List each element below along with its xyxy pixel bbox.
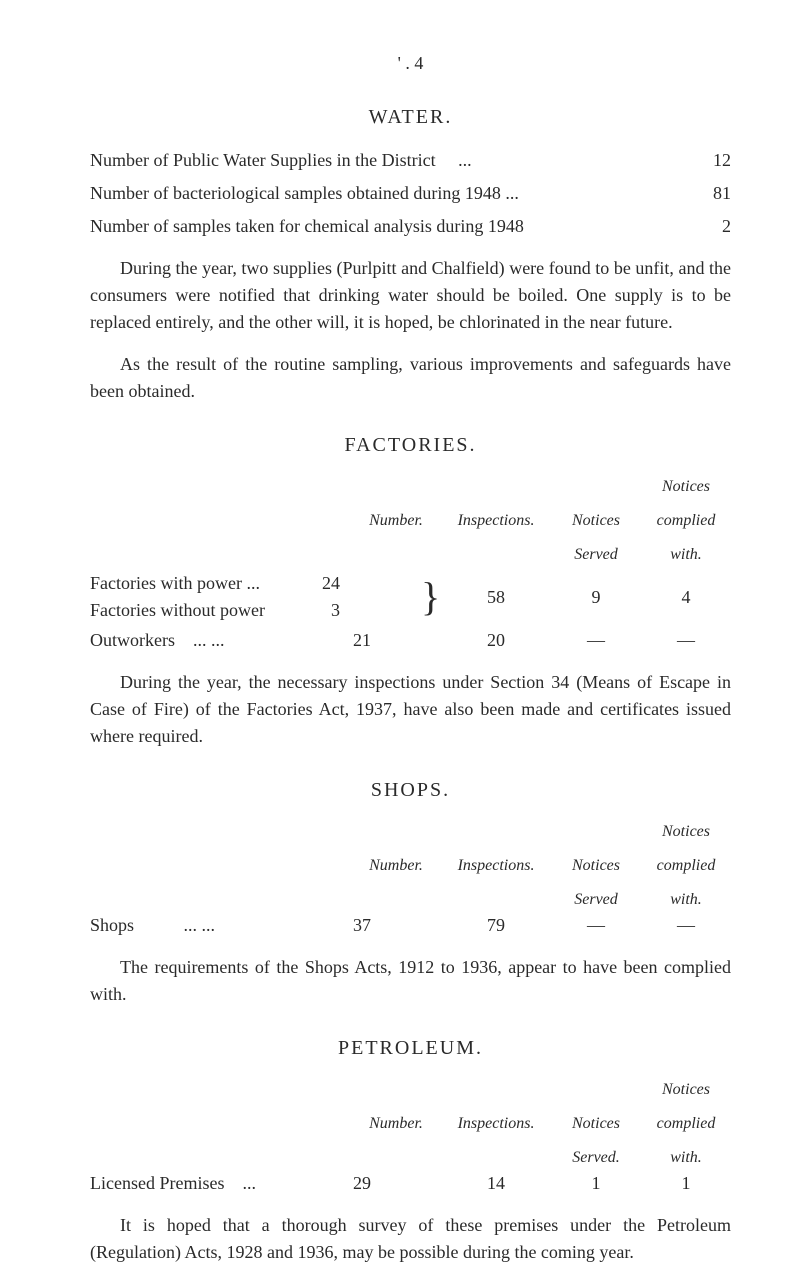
col-header: Notices [551,1112,641,1136]
page-number: ' . 4 [90,50,731,77]
dots: ... ... [184,915,216,935]
col-header: Served. [551,1146,641,1170]
row-num: 3 [310,597,340,624]
cell: 20 [441,627,551,654]
cell: — [641,627,731,654]
water-para-2: As the result of the routine sampling, v… [90,351,731,405]
petroleum-header: Notices [90,1078,731,1102]
col-header: Notices [551,509,641,533]
cell: 29 [351,1170,441,1197]
col-header: Number. [351,854,441,878]
petroleum-para: It is hoped that a thorough survey of th… [90,1212,731,1266]
water-para-1: During the year, two supplies (Purlpitt … [90,255,731,336]
factories-title: FACTORIES. [90,430,731,460]
shops-para: The requirements of the Shops Acts, 1912… [90,954,731,1008]
stat-label: Number of bacteriological samples obtain… [90,180,691,207]
factories-header: Served with. [90,543,731,567]
col-header: complied [641,1112,731,1136]
row-label: Licensed Premises [90,1173,224,1193]
cell: 21 [351,627,441,654]
cell: — [641,912,731,939]
water-stat-row: Number of samples taken for chemical ana… [90,213,731,240]
dots: ... [242,1173,256,1193]
cell: 1 [641,1170,731,1197]
petroleum-title: PETROLEUM. [90,1033,731,1063]
col-header: Inspections. [441,1112,551,1136]
cell: 58 [441,584,551,611]
row-label: Factories without power [90,597,310,624]
factories-header: Number. Inspections. Notices complied [90,509,731,533]
cell: — [551,912,641,939]
col-header: Notices [641,820,731,844]
page-prefix: ' . [398,53,415,73]
dots: ... ... [193,630,225,650]
col-header: Inspections. [441,854,551,878]
col-header: with. [641,1146,731,1170]
petroleum-row: Licensed Premises ... 29 14 1 1 [90,1170,731,1197]
factories-para: During the year, the necessary inspectio… [90,669,731,750]
shops-title: SHOPS. [90,775,731,805]
cell: 14 [441,1170,551,1197]
row-label: Shops [90,915,134,935]
stat-value: 12 [691,147,731,174]
cell: 4 [641,584,731,611]
col-header: Served [551,543,641,567]
col-header: Notices [551,854,641,878]
cell: 79 [441,912,551,939]
shops-header: Number. Inspections. Notices complied [90,854,731,878]
stat-value: 81 [691,180,731,207]
cell: 37 [351,912,441,939]
page-num: 4 [414,53,423,73]
stat-value: 2 [691,213,731,240]
factories-header: Notices [90,475,731,499]
col-header: Number. [351,509,441,533]
factories-row: Outworkers ... ... 21 20 — — [90,627,731,654]
col-header: Notices [641,475,731,499]
col-header: complied [641,854,731,878]
col-header: Number. [351,1112,441,1136]
col-header: Served [551,888,641,912]
factories-brace-group: Factories with power ... 24 Factories wi… [90,567,731,627]
stat-label: Number of Public Water Supplies in the D… [90,147,691,174]
row-num: 24 [310,570,340,597]
water-title: WATER. [90,102,731,132]
row-label: Factories with power ... [90,570,310,597]
cell: 9 [551,584,641,611]
brace-icon: } [421,567,441,627]
col-header: complied [641,509,731,533]
petroleum-header: Number. Inspections. Notices complied [90,1112,731,1136]
col-header: Inspections. [441,509,551,533]
petroleum-header: Served. with. [90,1146,731,1170]
water-stat-row: Number of bacteriological samples obtain… [90,180,731,207]
shops-row: Shops ... ... 37 79 — — [90,912,731,939]
shops-header: Notices [90,820,731,844]
col-header: with. [641,543,731,567]
shops-header: Served with. [90,888,731,912]
cell: 1 [551,1170,641,1197]
col-header: Notices [641,1078,731,1102]
stat-label: Number of samples taken for chemical ana… [90,213,691,240]
row-label: Outworkers [90,630,175,650]
cell: — [551,627,641,654]
col-header: with. [641,888,731,912]
water-stat-row: Number of Public Water Supplies in the D… [90,147,731,174]
